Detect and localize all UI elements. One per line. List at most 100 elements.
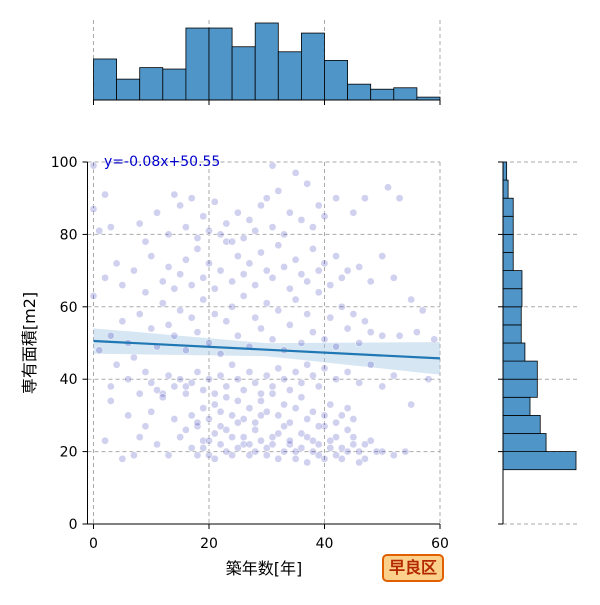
y-hist-bar [502,288,523,308]
scatter-point [101,273,109,282]
scatter-point [401,447,410,456]
scatter-point [262,407,271,416]
scatter-point [257,411,265,420]
scatter-point [222,382,231,391]
scatter-point [216,350,225,358]
scatter-point [112,360,121,369]
scatter-point [309,245,317,253]
scatter-point [361,317,369,326]
scatter-point [274,306,283,315]
scatter-point [274,241,283,250]
scatter-point [193,234,202,242]
scatter-point [193,451,202,460]
scatter-point [309,371,317,380]
scatter-point [205,436,213,445]
x-hist-bar [208,27,233,101]
scatter-point [257,397,265,405]
y-tick-label: 40 [60,372,78,388]
scatter-point [187,194,196,203]
scatter-point [141,237,150,246]
scatter-point [187,378,196,387]
scatter-point [95,226,104,235]
scatter-point [280,263,288,271]
scatter-point [199,386,208,394]
scatter-point [343,324,352,333]
scatter-point [303,179,312,188]
scatter-point [251,226,260,235]
scatter-point [245,404,254,413]
y-tick-label: 80 [60,227,78,243]
confidence-band [93,328,440,375]
scatter-point [303,415,312,423]
scatter-point [228,237,236,246]
scatter-point [199,212,208,221]
scatter-point [164,321,173,329]
scatter-point [245,259,254,268]
scatter-point [239,292,248,300]
confidence-band-group [93,328,440,375]
scatter-point [176,306,184,315]
scatter-point [187,411,196,420]
scatter-point [245,368,254,376]
scatter-point [286,436,294,445]
scatter-point [153,386,161,394]
scatter-point [309,407,317,416]
scatter-point [118,281,127,289]
x-hist-bar [139,67,164,101]
scatter-point [193,245,202,253]
scatter-point [228,451,236,460]
scatter-point [274,454,283,463]
x-tick-label: 20 [200,536,218,552]
scatter-point [349,208,358,217]
y-hist-bar [502,414,541,434]
scatter-point [216,440,225,449]
scatter-point [216,407,225,416]
scatter-point [228,302,236,311]
scatter-point [245,451,254,460]
scatter-point [228,411,236,420]
scatter-point [164,371,173,380]
scatter-point [309,447,317,456]
scatter-point [291,368,300,376]
scatter-point [234,418,242,427]
scatter-point [268,273,277,282]
scatter-point [303,458,312,467]
scatter-point [187,313,196,322]
y-hist-bar [502,378,538,398]
scatter-point [361,440,369,449]
scatter-point [413,328,421,336]
scatter-point [407,400,415,409]
scatter-point [210,197,219,206]
scatter-point [280,375,288,384]
scatter-point [337,454,346,463]
scatter-point [389,371,398,380]
scatter-point [251,313,260,322]
scatter-point [222,317,231,326]
scatter-point [257,201,265,210]
x-hist-bar [185,27,210,101]
x-tick-label: 60 [431,536,449,552]
x-hist-bar [277,51,302,101]
tick-labels: 0 20 40 60 0 20 40 60 80 100 [51,155,449,552]
y-hist-bar [502,270,523,290]
scatter-point [205,451,213,460]
scatter-point [314,201,323,210]
scatter-point [228,360,236,369]
y-hist-bar [502,161,508,181]
scatter-point [141,288,150,297]
scatter-point [193,368,202,376]
scatter-point [210,454,219,463]
x-tick-label: 40 [316,536,334,552]
scatter-point [378,447,387,456]
scatter-point [320,259,329,268]
scatter-point [361,194,369,203]
scatter-point [297,216,306,224]
scatter-point [147,252,156,260]
scatter-point [141,422,150,431]
scatter-point [326,436,335,445]
scatter-point [268,335,277,344]
scatter-point [337,444,346,452]
scatter-point [332,418,340,427]
